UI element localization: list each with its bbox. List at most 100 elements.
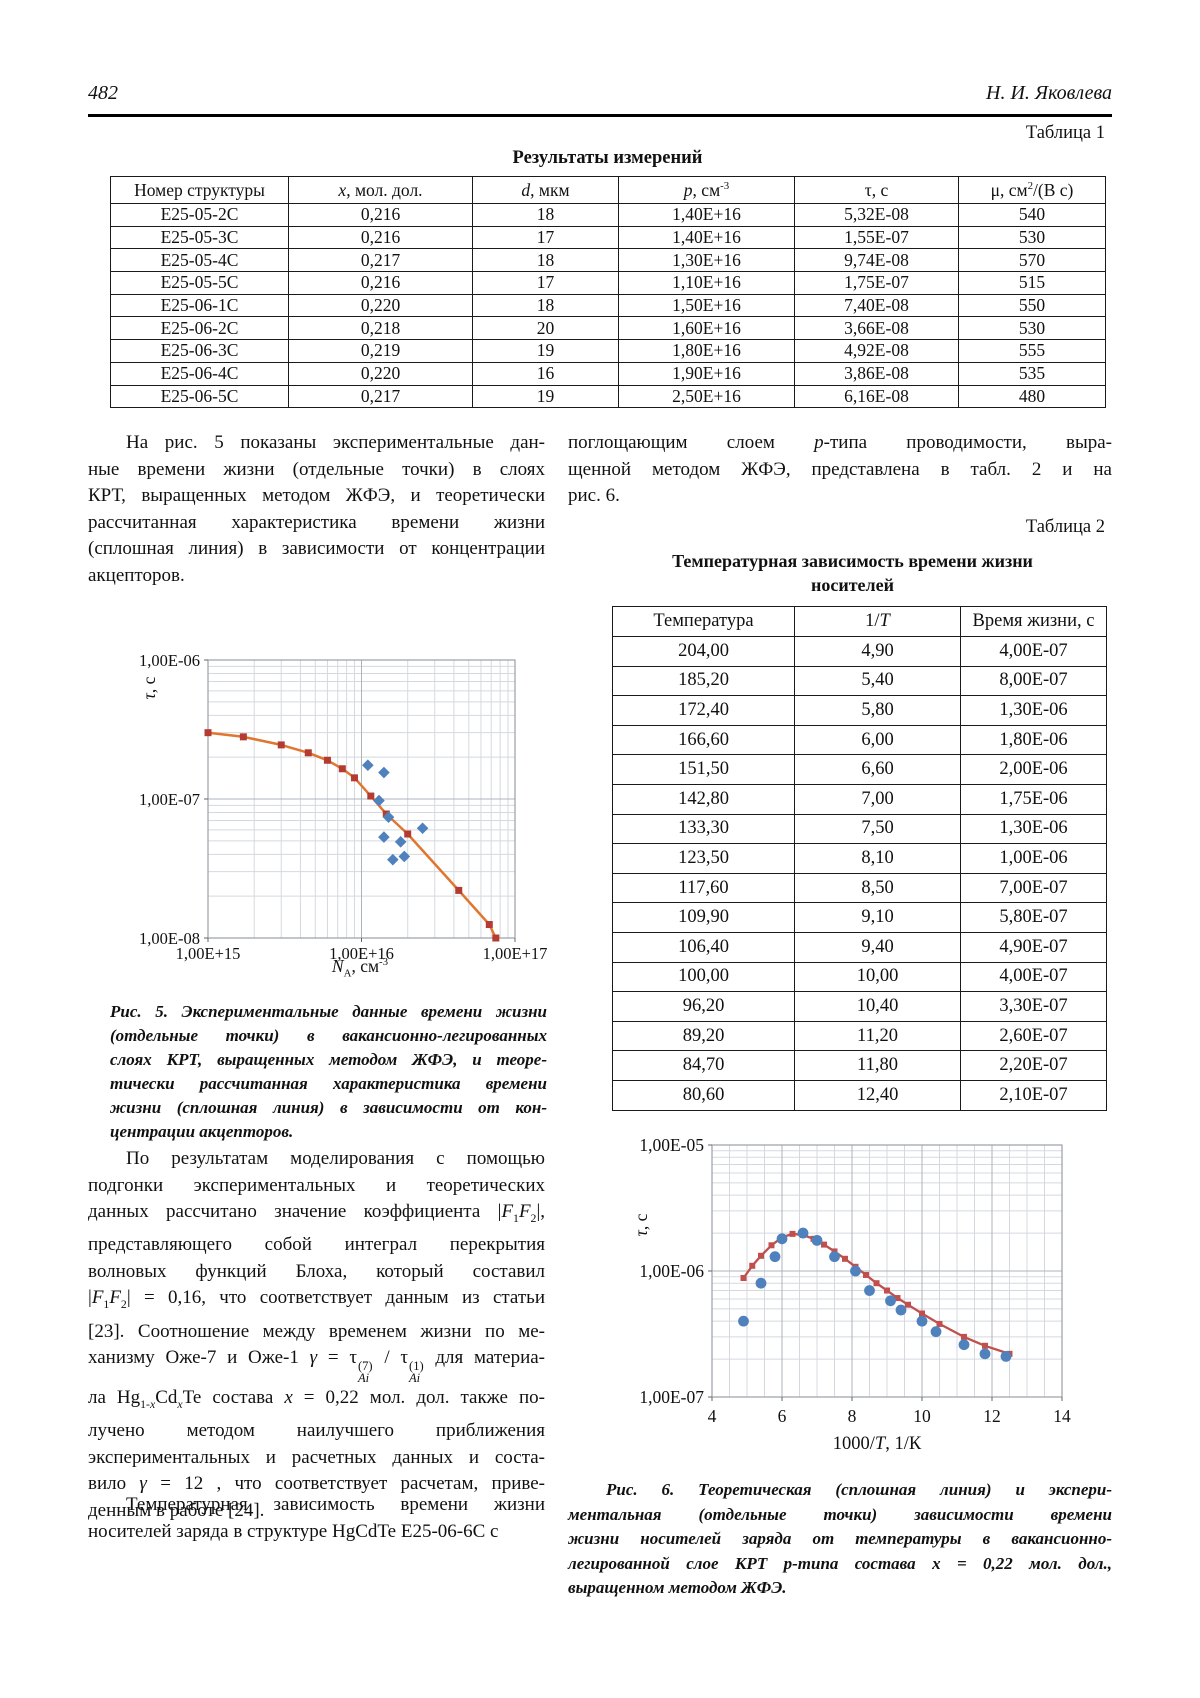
table-cell: 530 [958, 225, 1106, 250]
table-cell: 17 [472, 271, 619, 295]
table-cell: 4,00Е-07 [960, 961, 1107, 993]
svg-text:6: 6 [778, 1406, 787, 1426]
table-cell: 1,80Е-06 [960, 724, 1107, 756]
table-row: 204,00 4,90 4,00Е-07 [612, 636, 1107, 667]
table-cell: 1,30Е-06 [960, 695, 1107, 726]
table-row: 166,60 6,00 1,80Е-06 [612, 724, 1107, 756]
table-row: 117,60 8,50 7,00Е-07 [612, 872, 1107, 904]
table-row: Е25-06-4С 0,220 16 1,90Е+16 3,86Е-08 535 [110, 361, 1106, 386]
table-cell: 1,10Е+16 [618, 271, 795, 295]
text-line: КРТ, выращенных методом ЖФЭ, и теоретиче… [88, 485, 545, 506]
table-cell: 5,80Е-07 [960, 902, 1107, 933]
table2-title: Температурная зависимость времени жизни н… [595, 549, 1110, 597]
text-line: [23]. Соотношение между временем жизни п… [88, 1320, 545, 1342]
fig6-caption: Рис. 6. Теоретическая (сплошная линия) и… [568, 1478, 1112, 1601]
table-cell: 80,60 [612, 1079, 795, 1111]
table-cell: 7,00Е-07 [960, 872, 1107, 904]
table-cell: 4,90 [794, 636, 961, 667]
table-cell: 17 [472, 225, 619, 250]
table-cell: Е25-05-3С [110, 225, 289, 250]
table-cell: 7,00 [794, 783, 961, 815]
table-cell: 0,217 [288, 248, 473, 273]
column-header: Температура [612, 606, 795, 637]
table-row: 123,50 8,10 1,00Е-06 [612, 843, 1107, 874]
table-cell: 0,216 [288, 225, 473, 250]
svg-text:14: 14 [1053, 1406, 1071, 1426]
table-cell: 5,32Е-08 [794, 203, 959, 227]
column-header: τ, с [794, 176, 959, 204]
text-line: Рис. 5. Экспериментальные данные времени… [110, 1002, 547, 1021]
table-cell: 18 [472, 203, 619, 227]
table-cell: 6,16Е-08 [794, 384, 959, 409]
table-cell: 9,40 [794, 931, 961, 963]
lifetime-vs-temperature-chart: 4 6 8 10 12 14 1,00Е-05 1,00Е-06 1,00Е-07 [639, 1135, 1071, 1426]
table-cell: 5,40 [794, 665, 961, 697]
table-cell: 9,10 [794, 902, 961, 933]
paragraph-right-top: поглощающим слоем р-типа проводимости, в… [568, 430, 1112, 510]
text-line: данных рассчитано значение коэффициента … [88, 1201, 545, 1225]
text-line: ментальная (отдельные точки) зависимости… [568, 1504, 1112, 1524]
table-cell: 550 [958, 293, 1106, 318]
table-row: 89,20 11,20 2,60Е-07 [612, 1020, 1107, 1052]
text-line: центрации акцепторов. [110, 1122, 294, 1141]
table-cell: 11,20 [794, 1020, 961, 1052]
column-header: d, мкм [472, 176, 619, 204]
table-cell: 172,40 [612, 695, 795, 726]
table-cell: 2,10Е-07 [960, 1079, 1107, 1111]
text-line: Температурная зависимость времени жизни [672, 551, 1033, 571]
text-line: На рис. 5 показаны экспериментальные дан… [126, 432, 545, 453]
text-line: щенной методом ЖФЭ, представлена в табл.… [568, 458, 1112, 480]
column-header: p, см-3 [618, 176, 795, 204]
text-line: выращенном методом ЖФЭ. [568, 1578, 787, 1597]
table-cell: 530 [958, 316, 1106, 341]
table-cell: 540 [958, 203, 1106, 227]
svg-text:1,00Е+17: 1,00Е+17 [483, 944, 548, 963]
table-row: 96,20 10,40 3,30Е-07 [612, 991, 1107, 1022]
svg-text:1,00Е+15: 1,00Е+15 [176, 944, 241, 963]
table-row: Е25-05-4С 0,217 18 1,30Е+16 9,74Е-08 570 [110, 248, 1106, 273]
text-line: экспериментальных и расчетных данных и с… [88, 1446, 545, 1468]
fig6-x-axis-label: 1000/T, 1/К [832, 1434, 922, 1454]
temperature-lifetime-table: Температура 1/T Время жизни, с 204,00 4,90 4,… [612, 606, 1107, 1111]
text-line: носителей заряда в структуре HgCdTe Е25-… [88, 1520, 499, 1542]
table-cell: 0,218 [288, 316, 473, 341]
table1-title: Результаты измерений [512, 148, 703, 168]
table-cell: 0,216 [288, 271, 473, 295]
table-row: 106,40 9,40 4,90Е-07 [612, 931, 1107, 963]
table-row: Е25-05-3С 0,216 17 1,40Е+16 1,55Е-07 530 [110, 225, 1106, 250]
table-cell: 1,40Е+16 [618, 225, 795, 250]
table-cell: 1,40Е+16 [618, 203, 795, 227]
table-cell: 10,40 [794, 991, 961, 1022]
table-cell: 1,00Е-06 [960, 843, 1107, 874]
table-cell: 8,10 [794, 843, 961, 874]
table-cell: 3,66Е-08 [794, 316, 959, 341]
table-row: Е25-06-5С 0,217 19 2,50Е+16 6,16Е-08 480 [110, 384, 1106, 409]
table-cell: 16 [472, 361, 619, 386]
table-row: 133,30 7,50 1,30Е-06 [612, 813, 1107, 845]
text-line: представляющего собой интеграл перекрыти… [88, 1234, 545, 1256]
table-row: 80,60 12,40 2,10Е-07 [612, 1079, 1107, 1111]
table-cell: 10,00 [794, 961, 961, 993]
table-cell: 535 [958, 361, 1106, 386]
text-line: подгонки экспериментальных и теоретическ… [88, 1174, 545, 1196]
table-cell: 2,50Е+16 [618, 384, 795, 409]
table-cell: 0,219 [288, 339, 473, 363]
table-cell: 8,00Е-07 [960, 665, 1107, 697]
text-line: жизни носителей заряда от температуры в … [568, 1529, 1112, 1548]
table-cell: Е25-06-5С [110, 384, 289, 409]
table2-label: Таблица 2 [1025, 517, 1105, 537]
table-cell: 123,50 [612, 843, 795, 874]
text-line: рассчитанная характеристика времени жизн… [88, 511, 545, 533]
table-cell: 0,220 [288, 361, 473, 386]
paragraph-temperature-dependence: Температурная зависимость времени жизни н… [88, 1492, 545, 1545]
text-line: поглощающим слоем р-типа проводимости, в… [568, 432, 1112, 453]
fig6-y-axis-label: τ, с [631, 1213, 651, 1237]
table-cell: Е25-06-3С [110, 339, 289, 363]
table-cell: 19 [472, 384, 619, 409]
svg-text:8: 8 [848, 1406, 857, 1426]
table-cell: Е25-05-4С [110, 248, 289, 273]
text-line: рис. 6. [568, 485, 620, 506]
table-cell: 480 [958, 384, 1106, 409]
table-cell: 9,74Е-08 [794, 248, 959, 273]
